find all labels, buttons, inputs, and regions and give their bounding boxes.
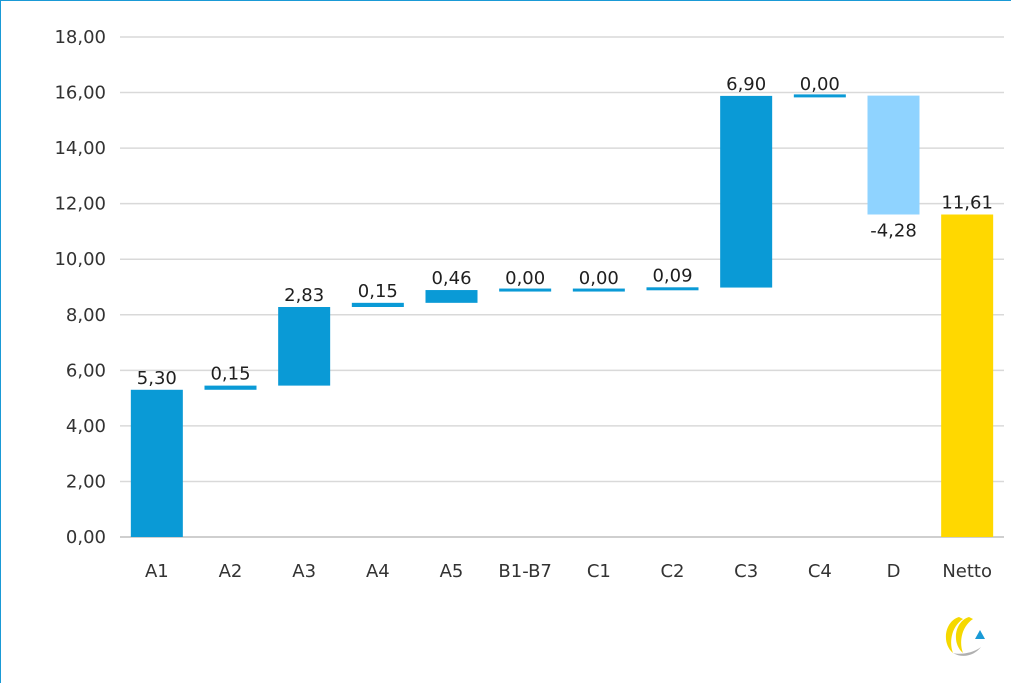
x-tick-label: C4	[808, 561, 832, 582]
x-tick-label: C3	[734, 561, 758, 582]
x-tick-label: Netto	[942, 561, 992, 582]
y-tick-label: 4,00	[66, 416, 106, 437]
y-tick-label: 18,00	[54, 27, 106, 48]
bar-c1	[572, 288, 625, 292]
x-tick-label: A1	[145, 561, 169, 582]
bar-d	[867, 95, 920, 215]
y-tick-label: 6,00	[66, 360, 106, 381]
data-label-c2: 0,09	[652, 266, 692, 287]
y-axis-tick-labels: 0,00 2,00 4,00 6,00 8,00 10,00 12,00 14,00 16,00…	[54, 27, 106, 548]
data-label-c4: 0,00	[800, 74, 840, 95]
gridlines	[120, 36, 1004, 538]
y-tick-label: 10,00	[54, 249, 106, 270]
company-logo-icon	[945, 617, 985, 656]
y-tick-label: 16,00	[54, 83, 106, 104]
x-tick-label: A5	[440, 561, 464, 582]
bars	[130, 94, 994, 537]
data-label-b1-b7: 0,00	[505, 268, 545, 289]
x-tick-label: C1	[587, 561, 611, 582]
bar-c3	[720, 95, 773, 288]
bar-a1	[130, 389, 183, 537]
bar-netto	[941, 214, 994, 537]
data-label-netto: 11,61	[941, 193, 993, 214]
x-tick-label: C2	[660, 561, 684, 582]
bar-b1-b7	[499, 288, 552, 292]
data-label-d: -4,28	[870, 221, 917, 242]
data-label-a5: 0,46	[431, 268, 471, 289]
bar-a3	[278, 307, 331, 386]
bar-a5	[425, 290, 478, 303]
data-label-a1: 5,30	[137, 368, 177, 389]
x-tick-label: A4	[366, 561, 390, 582]
data-label-c1: 0,00	[579, 268, 619, 289]
y-tick-label: 12,00	[54, 194, 106, 215]
bar-a2	[204, 385, 257, 390]
data-label-a3: 2,83	[284, 285, 324, 306]
x-tick-label: A3	[292, 561, 316, 582]
bar-c4	[793, 94, 846, 98]
bar-c2	[646, 287, 699, 291]
x-tick-label: D	[887, 561, 901, 582]
bar-a4	[351, 302, 404, 307]
x-axis-tick-labels: A1 A2 A3 A4 A5 B1-B7 C1 C2 C3 C4 D Netto	[145, 561, 992, 582]
y-tick-label: 8,00	[66, 305, 106, 326]
x-tick-label: A2	[219, 561, 243, 582]
data-label-a2: 0,15	[210, 364, 250, 385]
y-tick-label: 14,00	[54, 138, 106, 159]
data-label-c3: 6,90	[726, 74, 766, 95]
data-labels: 5,30 0,15 2,83 0,15 0,46 0,00 0,00 0,09 6,90 0,00…	[137, 74, 993, 389]
x-tick-label: B1-B7	[498, 561, 551, 582]
data-label-a4: 0,15	[358, 281, 398, 302]
y-tick-label: 0,00	[66, 527, 106, 548]
y-tick-label: 2,00	[66, 471, 106, 492]
